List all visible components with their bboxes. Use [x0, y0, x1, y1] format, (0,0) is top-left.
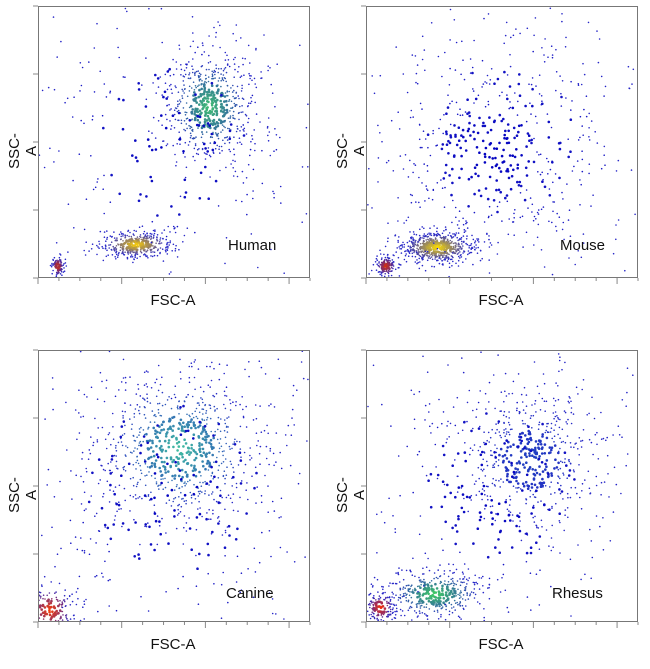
panel-rhesus: Rhesus FSC-A SSC-A — [328, 344, 648, 669]
x-axis-label-human: FSC-A — [38, 292, 308, 309]
axes-canine — [0, 344, 320, 669]
species-label-human: Human — [228, 237, 276, 254]
panel-canine: Canine FSC-A SSC-A — [0, 344, 320, 669]
panel-human: Human FSC-A SSC-A — [0, 0, 320, 325]
panel-mouse: Mouse FSC-A SSC-A — [328, 0, 648, 325]
x-axis-label-mouse: FSC-A — [366, 292, 636, 309]
y-axis-label-canine: SSC-A — [6, 475, 26, 515]
axes-human — [0, 0, 320, 325]
species-label-mouse: Mouse — [560, 237, 605, 254]
x-axis-label-canine: FSC-A — [38, 636, 308, 653]
axes-mouse — [328, 0, 648, 325]
y-axis-label-mouse: SSC-A — [334, 131, 354, 171]
species-label-canine: Canine — [226, 585, 274, 602]
y-axis-label-human: SSC-A — [6, 131, 26, 171]
